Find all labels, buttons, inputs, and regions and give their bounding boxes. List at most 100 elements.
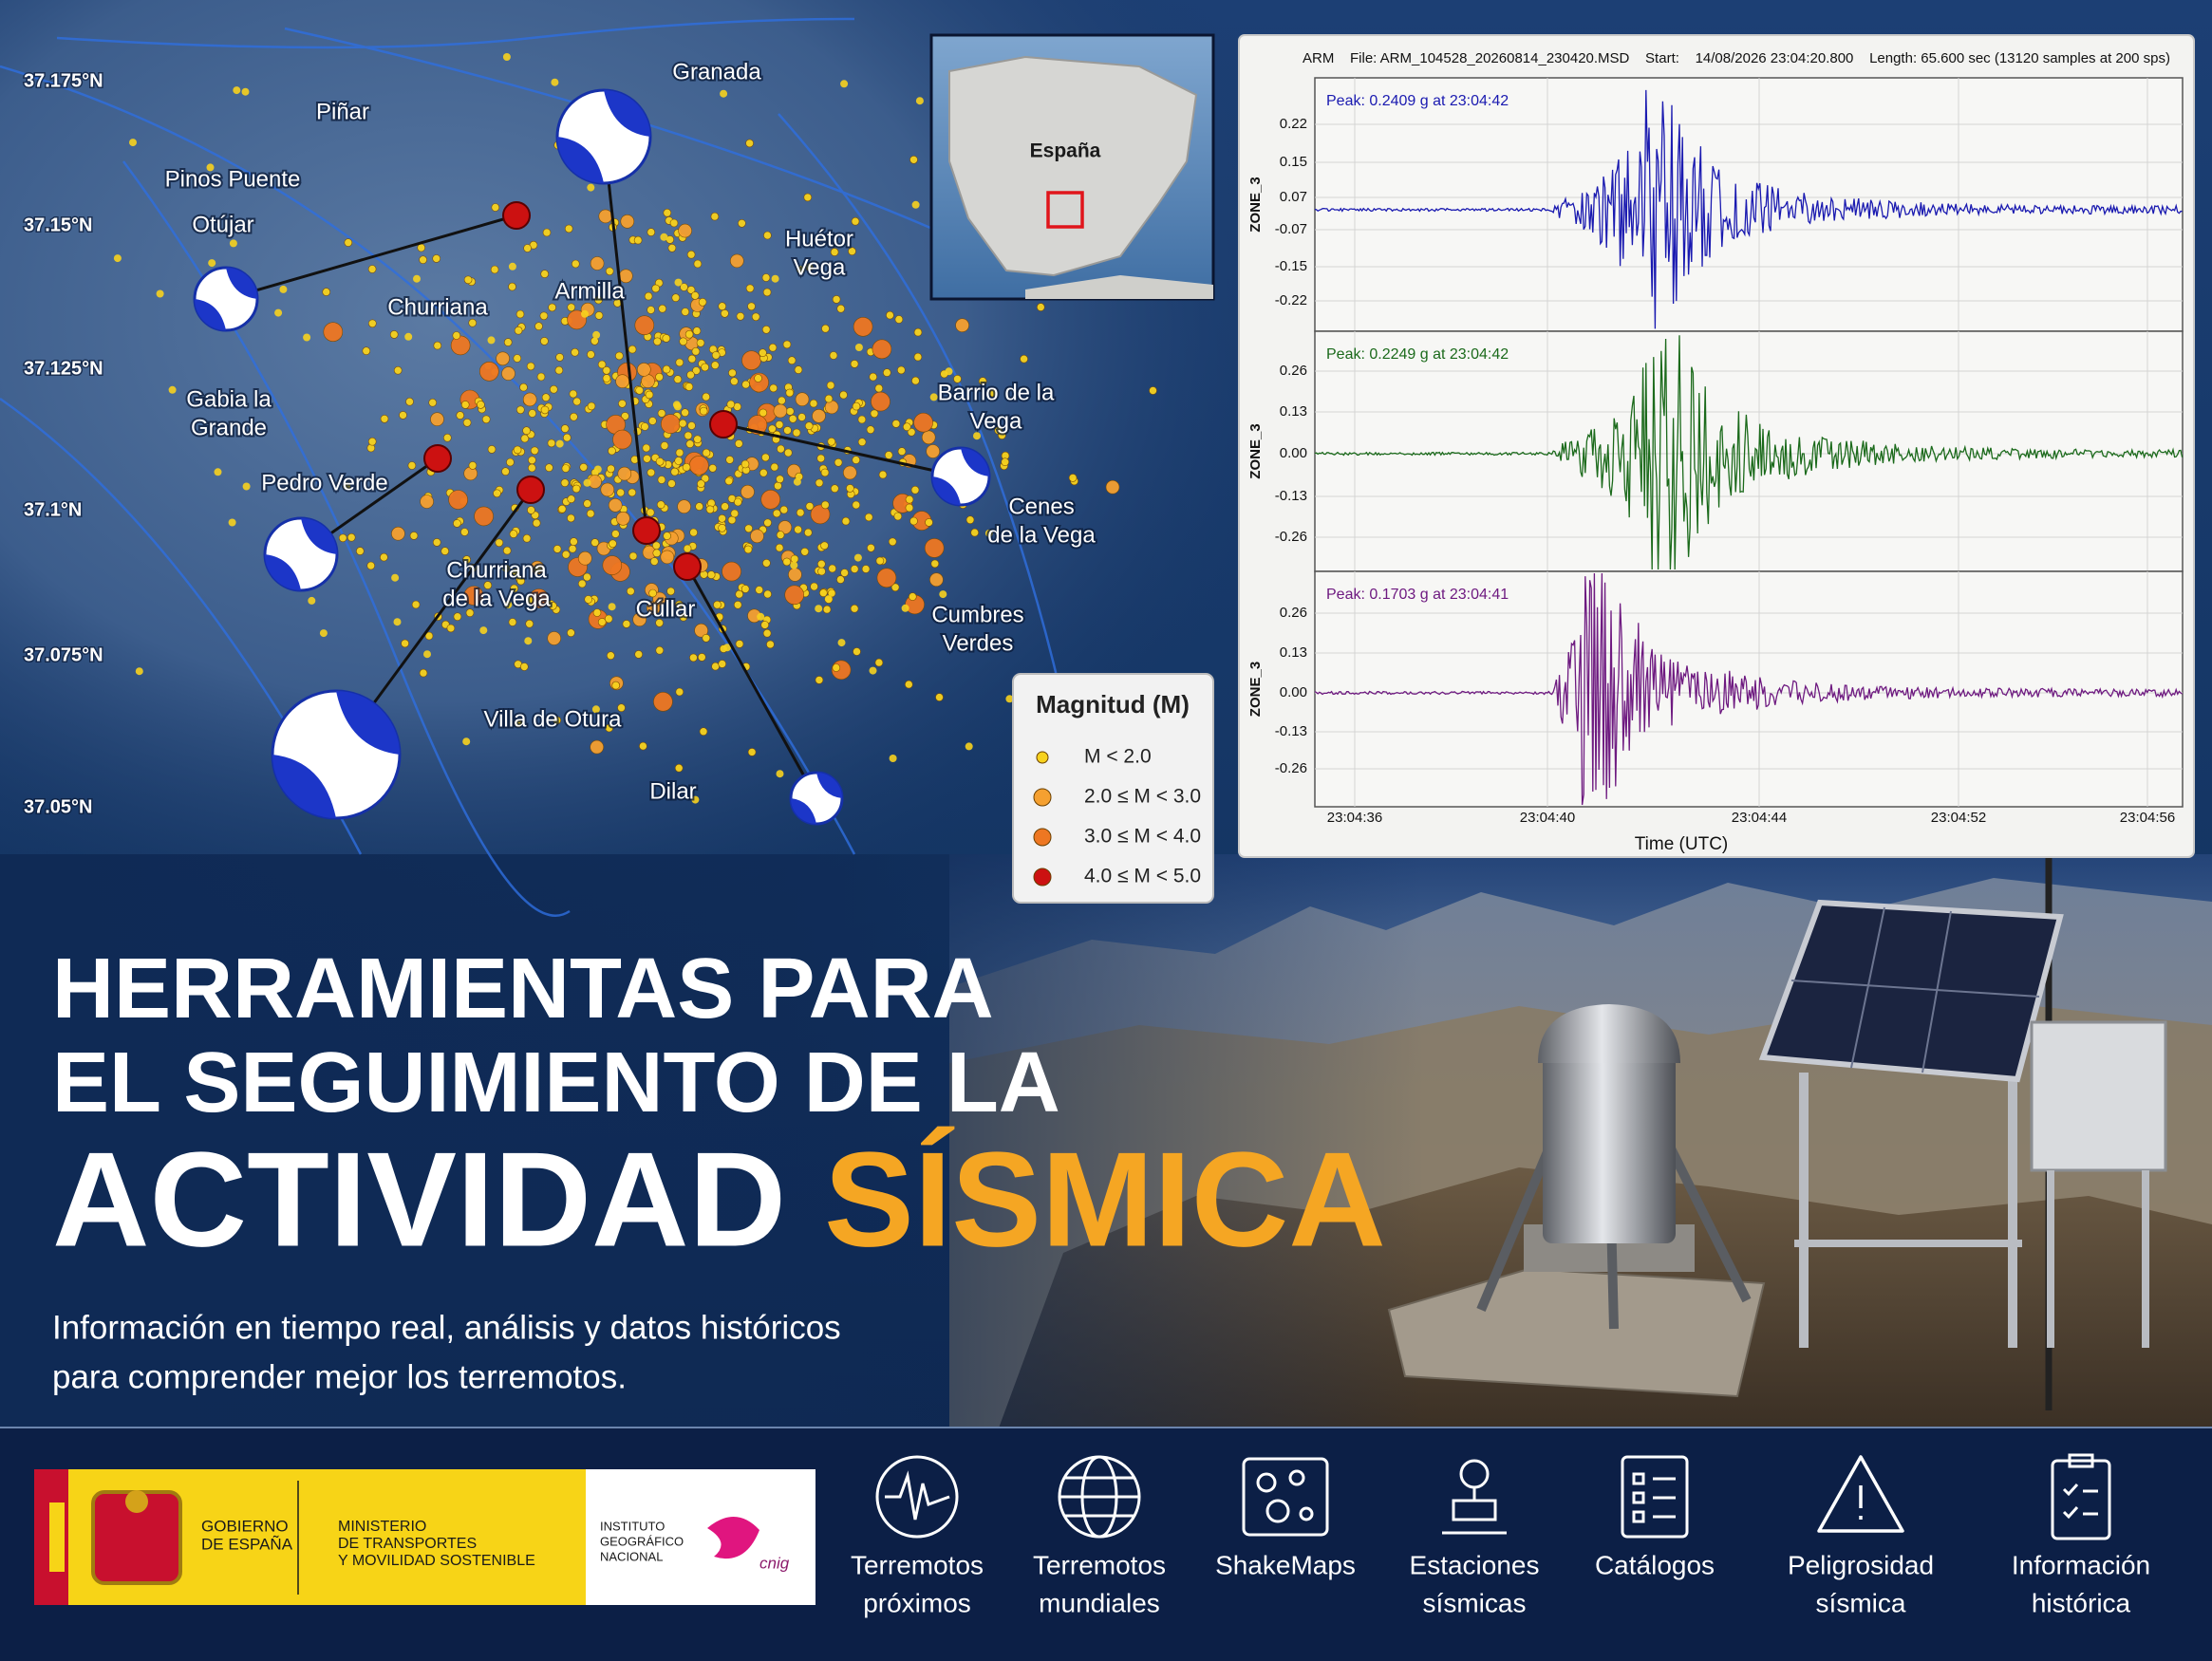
legend-swatch xyxy=(1033,788,1052,807)
epicenter xyxy=(909,516,918,526)
y-tick-label: -0.26 xyxy=(1275,760,1307,776)
epicenter xyxy=(852,500,861,510)
epicenter xyxy=(733,497,742,507)
cnig-mark xyxy=(707,1516,759,1559)
nav-item[interactable]: Catálogos xyxy=(1569,1443,1740,1633)
waveform xyxy=(1314,335,2184,570)
epicenter xyxy=(706,570,716,579)
epicenter xyxy=(913,352,923,362)
epicenter xyxy=(424,631,434,641)
epicenter xyxy=(894,315,904,324)
epicenter xyxy=(848,247,856,256)
epicenter xyxy=(1037,303,1045,311)
epicenter xyxy=(874,383,884,393)
focal-quadrant xyxy=(557,137,604,183)
peak-label: Peak: 0.1703 g at 23:04:41 xyxy=(1326,587,1509,603)
latitude-label: 37.175°N xyxy=(24,70,103,91)
title-backdrop xyxy=(0,854,1424,1433)
epicenter xyxy=(788,414,797,423)
major-event xyxy=(502,201,531,230)
epicenter xyxy=(834,457,843,467)
epicenter xyxy=(674,278,683,287)
epicenter xyxy=(721,502,729,511)
epicenter xyxy=(615,511,630,526)
epicenter xyxy=(568,544,577,553)
y-tick-label: -0.15 xyxy=(1275,258,1307,274)
epicenter xyxy=(699,406,708,416)
epicenter xyxy=(632,612,647,627)
major-event xyxy=(423,444,452,473)
epicenter xyxy=(794,365,803,374)
epicenter xyxy=(456,411,465,420)
epicenter xyxy=(1005,695,1014,703)
epicenter xyxy=(590,538,600,547)
epicenter xyxy=(567,303,576,312)
epicenter xyxy=(404,332,413,341)
epicenter xyxy=(762,558,771,568)
epicenter xyxy=(516,309,525,319)
epicenter xyxy=(564,224,573,233)
place-label: Otújar xyxy=(192,212,253,237)
nav-hit-area[interactable] xyxy=(1200,1443,1371,1633)
epicenter xyxy=(824,595,833,604)
epicenter xyxy=(803,528,813,537)
epicenter xyxy=(710,212,720,221)
epicenter xyxy=(514,719,523,728)
epicenter xyxy=(622,620,631,628)
epicenter xyxy=(830,484,839,494)
epicenter xyxy=(598,209,613,224)
epicenter xyxy=(663,532,671,540)
epicenter xyxy=(822,605,832,614)
epicenter xyxy=(973,432,981,440)
peak-label: Peak: 0.2409 g at 23:04:42 xyxy=(1326,93,1509,109)
epicenter xyxy=(323,322,344,343)
epicenter xyxy=(423,650,431,659)
latitude-label: 37.075°N xyxy=(24,644,103,665)
epicenter xyxy=(907,427,916,437)
epicenter xyxy=(468,461,478,470)
epicenter xyxy=(688,455,709,476)
epicenter xyxy=(779,505,789,514)
nav-item[interactable]: Peligrosidad sísmica xyxy=(1775,1443,1946,1633)
epicenter xyxy=(555,353,564,362)
epicenter xyxy=(647,468,656,477)
epicenter xyxy=(113,254,122,263)
epicenter xyxy=(581,309,589,318)
epicenter xyxy=(696,338,705,347)
epicenter xyxy=(782,557,792,567)
y-tick-label: 0.26 xyxy=(1280,605,1307,621)
nav-item[interactable]: Terremotos mundiales xyxy=(1014,1443,1185,1633)
epicenter xyxy=(745,139,754,148)
nav-hit-area[interactable] xyxy=(1569,1443,1740,1633)
epicenter xyxy=(639,741,647,751)
peak-label: Peak: 0.2249 g at 23:04:42 xyxy=(1326,346,1509,363)
epicenter xyxy=(308,596,316,605)
crown xyxy=(125,1490,148,1513)
epicenter xyxy=(584,595,593,604)
epicenter xyxy=(338,533,347,543)
epicenter xyxy=(711,662,720,671)
epicenter xyxy=(522,426,531,436)
epicenter xyxy=(590,256,605,271)
epicenter xyxy=(405,397,414,406)
epicenter xyxy=(474,506,494,527)
epicenter xyxy=(508,282,516,291)
epicenter xyxy=(851,216,860,226)
epicenter xyxy=(274,308,283,317)
epicenter xyxy=(787,356,797,365)
nav-item[interactable]: Terremotos próximos xyxy=(832,1443,1003,1633)
epicenter xyxy=(797,266,805,274)
epicenter xyxy=(628,488,637,497)
epicenter xyxy=(921,430,936,445)
epicenter xyxy=(701,363,709,372)
epicenter xyxy=(872,339,892,360)
epicenter xyxy=(803,193,813,202)
epicenter xyxy=(826,381,835,390)
epicenter xyxy=(689,653,698,663)
nav-item[interactable]: Información histórica xyxy=(1996,1443,2166,1633)
nav-item[interactable]: Estaciones sísmicas xyxy=(1389,1443,1560,1633)
logo-text: GEOGRÁFICO xyxy=(600,1534,684,1548)
epicenter xyxy=(876,568,897,588)
nav-item[interactable]: ShakeMaps xyxy=(1200,1443,1371,1633)
epicenter xyxy=(487,445,497,454)
